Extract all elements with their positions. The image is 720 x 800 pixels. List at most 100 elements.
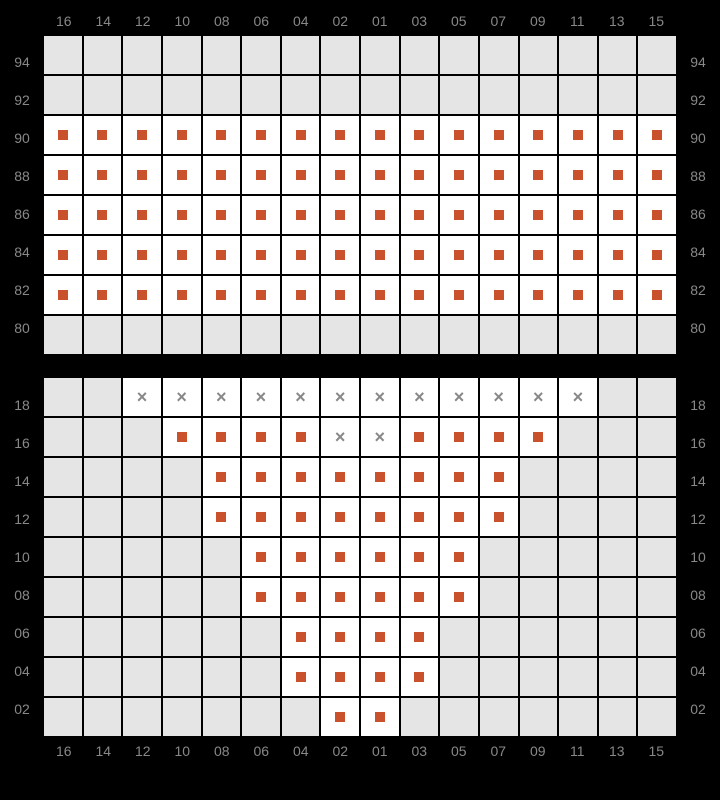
seat-available[interactable]: [401, 116, 439, 154]
seat-available[interactable]: [440, 196, 478, 234]
seat-available[interactable]: [559, 276, 597, 314]
seat-available[interactable]: [361, 116, 399, 154]
seat-available[interactable]: [44, 276, 82, 314]
seat-available[interactable]: [361, 538, 399, 576]
seat-available[interactable]: [440, 538, 478, 576]
seat-available[interactable]: [84, 276, 122, 314]
seat-available[interactable]: [163, 196, 201, 234]
seat-available[interactable]: [638, 276, 676, 314]
seat-available[interactable]: [401, 236, 439, 274]
seat-available[interactable]: [84, 116, 122, 154]
seat-available[interactable]: [282, 196, 320, 234]
seat-available[interactable]: [242, 116, 280, 154]
seat-available[interactable]: [321, 196, 359, 234]
seat-available[interactable]: [480, 116, 518, 154]
seat-available[interactable]: [480, 156, 518, 194]
seat-unavailable[interactable]: ×: [559, 378, 597, 416]
seat-available[interactable]: [401, 156, 439, 194]
seat-available[interactable]: [282, 658, 320, 696]
seat-available[interactable]: [559, 236, 597, 274]
seat-available[interactable]: [599, 116, 637, 154]
seat-available[interactable]: [84, 156, 122, 194]
seat-available[interactable]: [638, 156, 676, 194]
seat-available[interactable]: [84, 236, 122, 274]
seat-available[interactable]: [203, 116, 241, 154]
seat-available[interactable]: [361, 156, 399, 194]
seat-available[interactable]: [440, 578, 478, 616]
seat-available[interactable]: [321, 116, 359, 154]
seat-available[interactable]: [401, 498, 439, 536]
seat-available[interactable]: [44, 196, 82, 234]
seat-available[interactable]: [440, 418, 478, 456]
seat-available[interactable]: [401, 618, 439, 656]
seat-available[interactable]: [203, 418, 241, 456]
seat-available[interactable]: [242, 538, 280, 576]
seat-available[interactable]: [203, 458, 241, 496]
seat-available[interactable]: [599, 156, 637, 194]
seat-available[interactable]: [203, 276, 241, 314]
seat-available[interactable]: [559, 156, 597, 194]
seat-unavailable[interactable]: ×: [321, 378, 359, 416]
seat-available[interactable]: [203, 196, 241, 234]
seat-available[interactable]: [282, 236, 320, 274]
seat-available[interactable]: [440, 236, 478, 274]
seat-available[interactable]: [599, 276, 637, 314]
seat-available[interactable]: [282, 618, 320, 656]
seat-available[interactable]: [44, 156, 82, 194]
seat-available[interactable]: [480, 196, 518, 234]
seat-available[interactable]: [242, 578, 280, 616]
seat-available[interactable]: [163, 236, 201, 274]
seat-available[interactable]: [203, 156, 241, 194]
seat-available[interactable]: [282, 116, 320, 154]
seat-available[interactable]: [520, 236, 558, 274]
seat-available[interactable]: [559, 116, 597, 154]
seat-available[interactable]: [242, 458, 280, 496]
seat-available[interactable]: [321, 618, 359, 656]
seat-available[interactable]: [123, 156, 161, 194]
seat-available[interactable]: [123, 276, 161, 314]
seat-available[interactable]: [480, 458, 518, 496]
seat-available[interactable]: [282, 538, 320, 576]
seat-available[interactable]: [599, 196, 637, 234]
seat-available[interactable]: [203, 498, 241, 536]
seat-unavailable[interactable]: ×: [520, 378, 558, 416]
seat-available[interactable]: [361, 458, 399, 496]
seat-unavailable[interactable]: ×: [401, 378, 439, 416]
seat-available[interactable]: [84, 196, 122, 234]
seat-available[interactable]: [361, 578, 399, 616]
seat-available[interactable]: [282, 276, 320, 314]
seat-available[interactable]: [401, 658, 439, 696]
seat-available[interactable]: [321, 658, 359, 696]
seat-available[interactable]: [282, 498, 320, 536]
seat-available[interactable]: [440, 276, 478, 314]
seat-available[interactable]: [480, 276, 518, 314]
seat-available[interactable]: [480, 418, 518, 456]
seat-available[interactable]: [242, 156, 280, 194]
seat-available[interactable]: [638, 116, 676, 154]
seat-available[interactable]: [401, 276, 439, 314]
seat-unavailable[interactable]: ×: [123, 378, 161, 416]
seat-available[interactable]: [44, 116, 82, 154]
seat-available[interactable]: [401, 458, 439, 496]
seat-available[interactable]: [163, 418, 201, 456]
seat-available[interactable]: [401, 418, 439, 456]
seat-available[interactable]: [321, 458, 359, 496]
seat-unavailable[interactable]: ×: [440, 378, 478, 416]
seat-unavailable[interactable]: ×: [361, 418, 399, 456]
seat-available[interactable]: [321, 156, 359, 194]
seat-available[interactable]: [401, 538, 439, 576]
seat-available[interactable]: [123, 236, 161, 274]
seat-available[interactable]: [480, 498, 518, 536]
seat-available[interactable]: [440, 156, 478, 194]
seat-unavailable[interactable]: ×: [480, 378, 518, 416]
seat-available[interactable]: [361, 196, 399, 234]
seat-available[interactable]: [282, 418, 320, 456]
seat-available[interactable]: [321, 578, 359, 616]
seat-available[interactable]: [440, 498, 478, 536]
seat-unavailable[interactable]: ×: [203, 378, 241, 416]
seat-available[interactable]: [520, 116, 558, 154]
seat-available[interactable]: [242, 236, 280, 274]
seat-available[interactable]: [480, 236, 518, 274]
seat-available[interactable]: [361, 276, 399, 314]
seat-available[interactable]: [163, 156, 201, 194]
